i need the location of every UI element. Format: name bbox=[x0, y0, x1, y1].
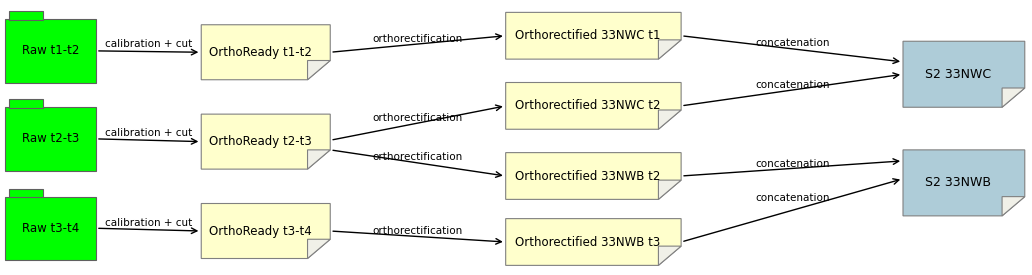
Text: orthorectification: orthorectification bbox=[373, 226, 463, 236]
Text: OrthoReady t2-t3: OrthoReady t2-t3 bbox=[208, 135, 312, 148]
Text: orthorectification: orthorectification bbox=[373, 34, 463, 44]
Text: concatenation: concatenation bbox=[755, 38, 830, 48]
Polygon shape bbox=[201, 25, 330, 80]
Text: orthorectification: orthorectification bbox=[373, 113, 463, 123]
Text: Raw t2-t3: Raw t2-t3 bbox=[22, 132, 79, 145]
Text: Orthorectified 33NWC t2: Orthorectified 33NWC t2 bbox=[515, 99, 660, 112]
Text: Orthorectified 33NWC t1: Orthorectified 33NWC t1 bbox=[515, 29, 660, 42]
Text: concatenation: concatenation bbox=[755, 80, 830, 90]
Polygon shape bbox=[658, 110, 681, 129]
Polygon shape bbox=[506, 219, 681, 265]
FancyBboxPatch shape bbox=[9, 11, 43, 20]
Polygon shape bbox=[201, 114, 330, 169]
Polygon shape bbox=[903, 41, 1025, 107]
Text: OrthoReady t1-t2: OrthoReady t1-t2 bbox=[208, 46, 312, 59]
Text: calibration + cut: calibration + cut bbox=[105, 39, 192, 49]
FancyBboxPatch shape bbox=[5, 107, 96, 170]
Polygon shape bbox=[506, 12, 681, 59]
Polygon shape bbox=[658, 40, 681, 59]
Polygon shape bbox=[1002, 88, 1025, 107]
Polygon shape bbox=[201, 204, 330, 258]
FancyBboxPatch shape bbox=[5, 197, 96, 260]
Text: concatenation: concatenation bbox=[755, 193, 830, 203]
Text: calibration + cut: calibration + cut bbox=[105, 128, 192, 138]
Polygon shape bbox=[658, 180, 681, 199]
Polygon shape bbox=[308, 150, 330, 169]
Polygon shape bbox=[1002, 197, 1025, 216]
Text: concatenation: concatenation bbox=[755, 159, 830, 169]
Polygon shape bbox=[506, 153, 681, 199]
Polygon shape bbox=[506, 82, 681, 129]
Polygon shape bbox=[658, 246, 681, 265]
Polygon shape bbox=[903, 150, 1025, 216]
FancyBboxPatch shape bbox=[9, 99, 43, 108]
Polygon shape bbox=[308, 239, 330, 258]
Text: orthorectification: orthorectification bbox=[373, 152, 463, 162]
Text: Orthorectified 33NWB t2: Orthorectified 33NWB t2 bbox=[515, 169, 660, 183]
Text: Orthorectified 33NWB t3: Orthorectified 33NWB t3 bbox=[515, 235, 660, 249]
FancyBboxPatch shape bbox=[9, 189, 43, 197]
Text: calibration + cut: calibration + cut bbox=[105, 218, 192, 228]
Polygon shape bbox=[308, 60, 330, 80]
Text: OrthoReady t3-t4: OrthoReady t3-t4 bbox=[208, 224, 312, 238]
Text: S2 33NWC: S2 33NWC bbox=[925, 68, 992, 81]
FancyBboxPatch shape bbox=[5, 19, 96, 82]
Text: Raw t3-t4: Raw t3-t4 bbox=[22, 222, 79, 235]
Text: Raw t1-t2: Raw t1-t2 bbox=[22, 44, 79, 57]
Text: S2 33NWB: S2 33NWB bbox=[926, 176, 991, 189]
